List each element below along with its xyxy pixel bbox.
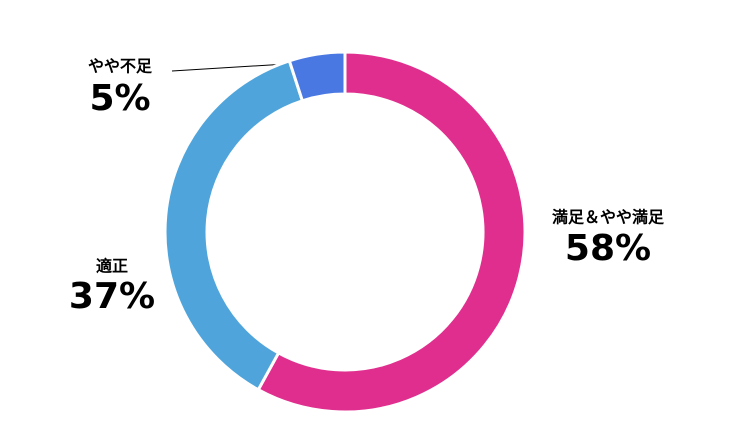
donut-slice [256, 50, 527, 414]
value-label: 58% [565, 228, 651, 269]
donut-slice [163, 58, 305, 392]
category-label: 満足＆やや満足 [552, 208, 665, 227]
value-label: 37% [69, 276, 155, 317]
category-label: 適正 [96, 257, 128, 276]
donut-slice [287, 50, 347, 103]
value-label: 5% [89, 78, 150, 119]
category-label: やや不足 [88, 57, 153, 76]
